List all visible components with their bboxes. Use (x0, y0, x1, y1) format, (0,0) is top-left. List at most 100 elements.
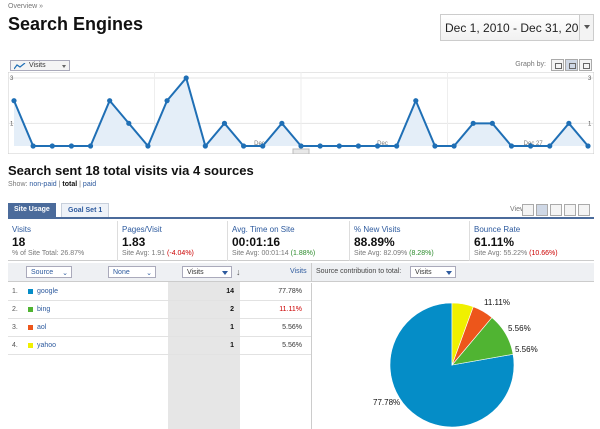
dimension-select[interactable]: Source ⌄ (26, 266, 72, 278)
row-index: 4. (12, 342, 18, 349)
pie-slice[interactable] (451, 302, 474, 366)
row-index: 3. (12, 324, 18, 331)
data-point (470, 120, 476, 126)
chevron-down-icon[interactable] (579, 15, 593, 40)
chevron-down-icon (446, 271, 452, 275)
scorecard-label[interactable]: Avg. Time on Site (232, 225, 295, 234)
data-point (432, 143, 438, 149)
metric-select[interactable]: Visits (10, 60, 70, 71)
data-point (566, 120, 572, 126)
scorecard-label[interactable]: Bounce Rate (474, 225, 521, 234)
scorecard-label[interactable]: Visits (12, 225, 31, 234)
row-index: 1. (12, 288, 18, 295)
scorecard-sub: Site Avg: 00:01:14 (1.88%) (232, 250, 316, 257)
graph-by-week-button[interactable] (565, 59, 578, 71)
sort-desc-icon[interactable]: ↓ (236, 267, 241, 277)
data-point (107, 98, 113, 104)
data-point (585, 143, 591, 149)
scorecard-bounce-rate: Bounce Rate 61.11% Site Avg: 55.22% (10.… (470, 221, 594, 261)
table-row: 4. yahoo 1 5.56% (8, 337, 311, 355)
show-separator: | (79, 181, 81, 188)
scorecard-value: 18 (12, 235, 26, 249)
pivot-view-icon[interactable] (578, 204, 590, 216)
table-row: 2. bing 2 11.11% (8, 301, 311, 319)
data-point (451, 143, 457, 149)
scorecard-label[interactable]: Pages/Visit (122, 225, 162, 234)
table-view-icon[interactable] (522, 204, 534, 216)
pie-svg: 77.78% 11.11% 5.56% 5.56% (373, 298, 538, 428)
data-point (489, 120, 495, 126)
data-point (221, 120, 228, 126)
scorecard-label[interactable]: % New Visits (354, 225, 401, 234)
pie-view-icon[interactable] (536, 204, 548, 216)
source-link[interactable]: yahoo (37, 342, 57, 349)
x-tick-label: Dec 27 (524, 141, 544, 147)
data-point (547, 143, 553, 149)
show-non-paid-link[interactable]: non-paid (29, 181, 57, 188)
bar-view-icon[interactable] (550, 204, 562, 216)
data-point (336, 143, 342, 149)
line-chart-icon (14, 63, 26, 70)
scorecard-value: 1.83 (122, 235, 146, 249)
scorecard-value: 00:01:16 (232, 235, 281, 249)
data-table: 1. google 14 77.78% 2. bing 2 11.11% 3. … (8, 283, 311, 355)
table-row: 3. aol 1 5.56% (8, 319, 311, 337)
scorecard-new-visits: % New Visits 88.89% Site Avg: 82.09% (8.… (350, 221, 470, 261)
comparison-view-icon[interactable] (564, 204, 576, 216)
scorecard-sub: % of Site Total: 26.87% (12, 250, 85, 257)
data-point (394, 143, 400, 149)
scorecard-sub: Site Avg: 55.22% (10.66%) (474, 250, 558, 257)
scorecard-value: 61.11% (474, 235, 515, 249)
data-point (87, 143, 94, 149)
data-point (68, 143, 74, 149)
data-point (49, 143, 55, 149)
data-point (508, 143, 515, 149)
percent-cell: 5.56% (282, 324, 302, 331)
contribution-header: Source contribution to total: Visits (311, 263, 594, 282)
double-chevron-icon: ⌄ (62, 270, 68, 277)
visits-cell: 1 (230, 324, 234, 331)
pie-slice-label: 77.78% (373, 398, 400, 407)
data-point (11, 98, 17, 104)
data-point (260, 143, 266, 149)
graph-by: Graph by: (454, 59, 594, 71)
views-selector: Views: (510, 204, 594, 216)
scorecard-pages-visit: Pages/Visit 1.83 Site Avg: 1.91 (-4.04%) (118, 221, 228, 261)
show-total-link[interactable]: total (62, 181, 78, 188)
graph-by-day-button[interactable] (551, 59, 564, 71)
axis-tick-label: 1 (588, 121, 592, 127)
pie-slice-label: 5.56% (515, 345, 538, 354)
visits-column-header[interactable]: Visits (290, 268, 307, 275)
data-point (298, 143, 304, 149)
data-point (374, 143, 381, 149)
show-separator: | (58, 181, 61, 188)
data-point (241, 143, 247, 149)
source-link[interactable]: aol (37, 324, 47, 331)
pie-chart-area: 77.78% 11.11% 5.56% 5.56% (311, 283, 594, 429)
source-link[interactable]: google (37, 288, 59, 295)
tab-goal-set-1[interactable]: Goal Set 1 (61, 203, 109, 217)
data-point (126, 120, 132, 126)
secondary-dimension-select[interactable]: None ⌄ (108, 266, 156, 278)
show-paid-link[interactable]: paid (82, 181, 97, 188)
source-link[interactable]: bing (37, 306, 51, 313)
data-point (164, 98, 170, 104)
scorecard-avg-time: Avg. Time on Site 00:01:16 Site Avg: 00:… (228, 221, 350, 261)
contribution-label: Source contribution to total: (316, 268, 402, 275)
visits-cell: 1 (230, 342, 234, 349)
breadcrumb[interactable]: Overview » (8, 3, 44, 10)
timeline-grip (292, 148, 310, 154)
date-range-value: Dec 1, 2010 - Dec 31, 2010 (445, 21, 592, 35)
metric-column-select[interactable]: Visits (182, 266, 232, 278)
graph-by-month-button[interactable] (579, 59, 592, 71)
table-header: Source ⌄ None ⌄ Visits ↓ Visits Source con… (8, 263, 594, 282)
double-chevron-icon: ⌄ (146, 270, 152, 277)
pie-slice-label: 11.11% (484, 298, 510, 307)
date-range-picker[interactable]: Dec 1, 2010 - Dec 31, 2010 (440, 14, 594, 41)
tab-site-usage[interactable]: Site Usage (8, 203, 56, 217)
data-point (317, 143, 323, 149)
contribution-metric-select[interactable]: Visits (410, 266, 456, 278)
percent-cell: 77.78% (278, 288, 302, 295)
